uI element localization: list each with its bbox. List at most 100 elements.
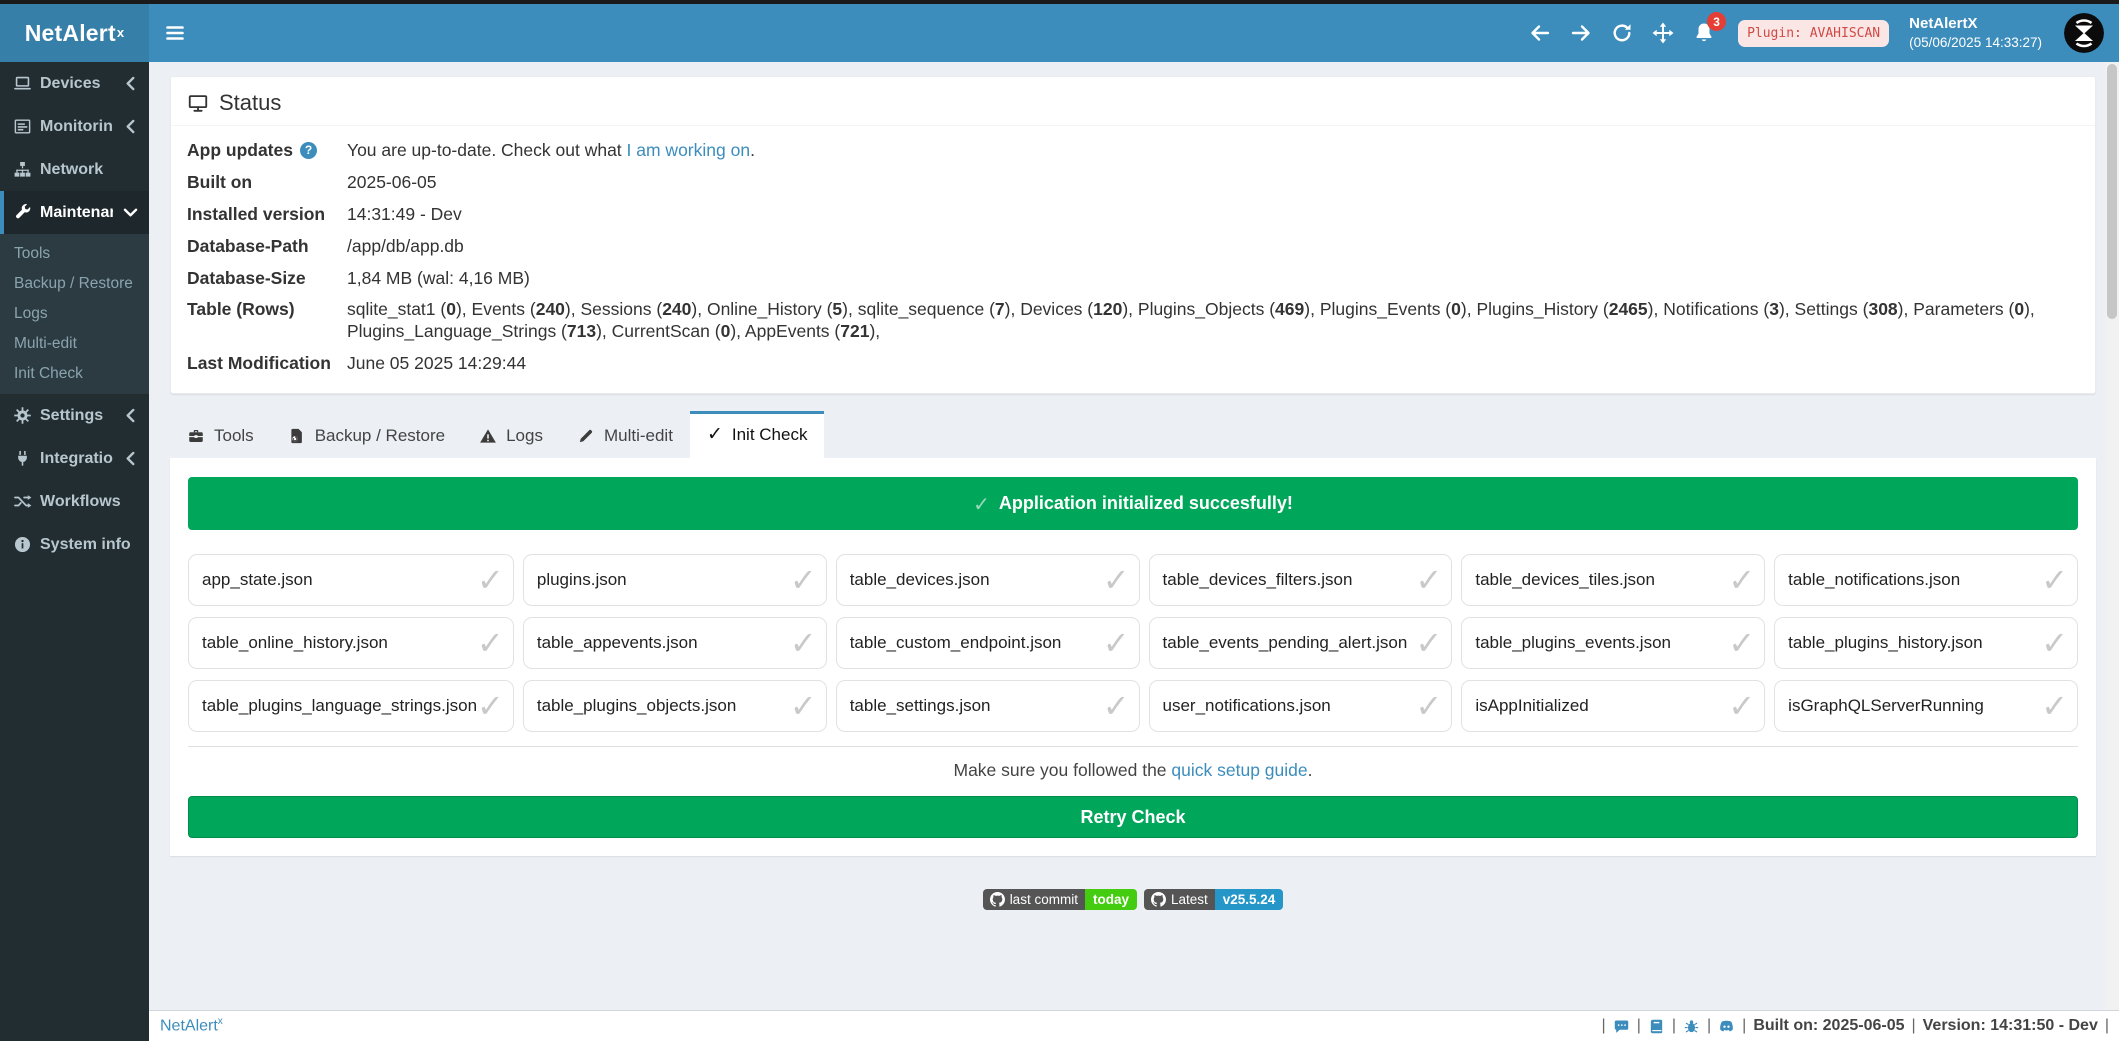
divider [188,746,2078,747]
setup-note-suffix: . [1307,760,1313,780]
forward-arrow-icon[interactable] [1569,21,1593,45]
status-row-label: Database-Path [187,235,309,256]
status-row-database-size: Database-Size 1,84 MB (wal: 4,16 MB) [187,263,2079,295]
badge-label-text: Latest [1170,892,1208,907]
check-icon: ✓ [2041,624,2068,662]
retry-check-button[interactable]: Retry Check [188,796,2078,838]
sidebar-item-label: Monitoring [40,117,113,135]
chevron-left-icon [121,406,140,425]
toolbox-icon [187,427,205,445]
main-content: Status App updates? You are up-to-date. C… [149,62,2105,1010]
check-icon: ✓ [2041,561,2068,599]
status-row-value: 2025-06-05 [347,171,437,192]
badge-label: last commit [982,889,1085,910]
bug-icon[interactable] [1683,1018,1700,1035]
init-check-item-label: table_events_pending_alert.json [1162,633,1408,652]
sidebar-submenu: Tools Backup / Restore Logs Multi-edit Init … [0,234,149,394]
move-icon[interactable] [1651,21,1675,45]
check-icon: ✓ [1728,561,1756,599]
init-check-item-label: table_notifications.json [1788,570,1961,589]
notifications-button[interactable]: 3 [1692,12,1727,45]
init-check-item-label: table_online_history.json [202,633,388,652]
shield-badge-latest[interactable]: Latest v25.5.24 [1143,889,1284,910]
navbar-icons [1528,21,1675,45]
status-row-label: Built on [187,171,253,192]
status-panel: Status App updates? You are up-to-date. C… [170,76,2096,394]
status-value-link[interactable]: I am working on [626,140,751,160]
tab-logs[interactable]: Logs [462,411,560,458]
file-restore-icon [288,427,306,445]
init-check-item-table-devices-json: table_devices.json ✓ [835,554,1140,606]
tab-multi-edit[interactable]: Multi-edit [560,411,690,458]
check-icon: ✓ [1102,687,1130,725]
init-check-item-label: table_appevents.json [536,633,698,652]
success-banner: ✓ Application initialized succesfully! [188,477,2078,530]
vertical-scrollbar[interactable] [2105,62,2119,1010]
sidebar-subitem-logs[interactable]: Logs [14,305,48,322]
check-icon: ✓ [2041,687,2068,725]
status-row-value: June 05 2025 14:29:44 [347,353,527,374]
tab-label: Init Check [731,424,808,444]
status-row-label: App updates? [187,140,347,162]
sidebar-subitem-init-check[interactable]: Init Check [14,365,83,382]
shield-badge-last-commit[interactable]: last commit today [982,889,1137,910]
init-check-item-label: table_plugins_events.json [1475,633,1671,652]
badge-label: Latest [1143,889,1215,910]
init-check-item-table-custom-endpoint-json: table_custom_endpoint.json ✓ [835,617,1140,669]
back-arrow-icon[interactable] [1528,21,1552,45]
footer-brand-link[interactable]: NetAlertx [160,1016,223,1035]
init-check-item-table-appevents-json: table_appevents.json ✓ [522,617,827,669]
book-icon[interactable] [1648,1018,1665,1035]
init-check-item-label: table_plugins_language_strings.json [202,696,478,715]
sidebar-item-maintenance[interactable]: Maintenance [0,191,149,234]
refresh-icon[interactable] [1610,21,1634,45]
footer-separator: | [1671,1017,1677,1034]
sidebar-item-label: Workflows [40,492,121,510]
tab-backup-restore[interactable]: Backup / Restore [271,411,462,458]
init-check-item-label: table_settings.json [849,696,991,715]
init-check-item-table-plugins-language-strings-json: table_plugins_language_strings.json ✓ [188,680,514,732]
tab-init-check[interactable]: ✓ Init Check [689,411,825,458]
footer-separator: | [1636,1017,1641,1034]
user-avatar[interactable] [2064,13,2104,53]
tab-tools[interactable]: Tools [170,411,271,458]
check-icon: ✓ [477,687,504,725]
github-badges: last commit today Latest v25.5.24 [170,889,2096,910]
menu-icon[interactable] [163,21,187,45]
plugin-status-badge[interactable]: Plugin: AVAHISCAN [1738,19,1890,47]
sidebar-subitem-backup-restore[interactable]: Backup / Restore [14,275,133,292]
init-check-item-label: isAppInitialized [1475,696,1589,715]
footer: NetAlertx | | | | | Built on: 2025-06-05 | Vers… [149,1010,2119,1041]
laptop-icon [13,74,32,93]
check-icon: ✓ [1102,561,1130,599]
sidebar-item-label: Network [40,160,104,178]
check-icon: ✓ [973,491,990,516]
init-check-item-user-notifications-json: user_notifications.json ✓ [1148,680,1453,732]
sidebar-item-monitoring[interactable]: Monitoring [0,105,149,148]
sidebar-item-network[interactable]: Network [0,148,149,191]
sidebar-item-system-info[interactable]: System info [0,523,149,566]
sidebar-item-workflows[interactable]: Workflows [0,480,149,523]
sidebar-item-devices[interactable]: Devices [0,62,149,105]
status-row-label: Table (Rows) [187,299,295,320]
init-check-item-label: user_notifications.json [1162,696,1331,715]
quick-setup-guide-link[interactable]: quick setup guide [1171,760,1308,780]
comment-icon[interactable] [1613,1018,1630,1035]
scrollbar-thumb[interactable] [2107,64,2117,319]
app-logo[interactable]: NetAlert x [0,4,149,62]
help-icon[interactable]: ? [299,142,317,159]
sidebar-menu: Devices Monitoring Network Maintenance Tools… [0,62,149,566]
init-check-item-label: app_state.json [202,570,313,589]
sidebar-item-integrations[interactable]: Integrations [0,437,149,480]
badge-value: v25.5.24 [1214,889,1284,910]
tab-label: Backup / Restore [314,426,446,445]
sidebar-subitem-multi-edit[interactable]: Multi-edit [14,335,77,352]
discord-icon[interactable] [1718,1018,1735,1035]
check-icon: ✓ [1728,687,1756,725]
init-check-item-plugins-json: plugins.json ✓ [522,554,827,606]
init-check-item-label: table_plugins_history.json [1788,633,1983,652]
sidebar-item-settings[interactable]: Settings [0,394,149,437]
sidebar: Devices Monitoring Network Maintenance Tools… [0,62,149,1041]
sidebar-subitem-tools[interactable]: Tools [14,245,51,262]
